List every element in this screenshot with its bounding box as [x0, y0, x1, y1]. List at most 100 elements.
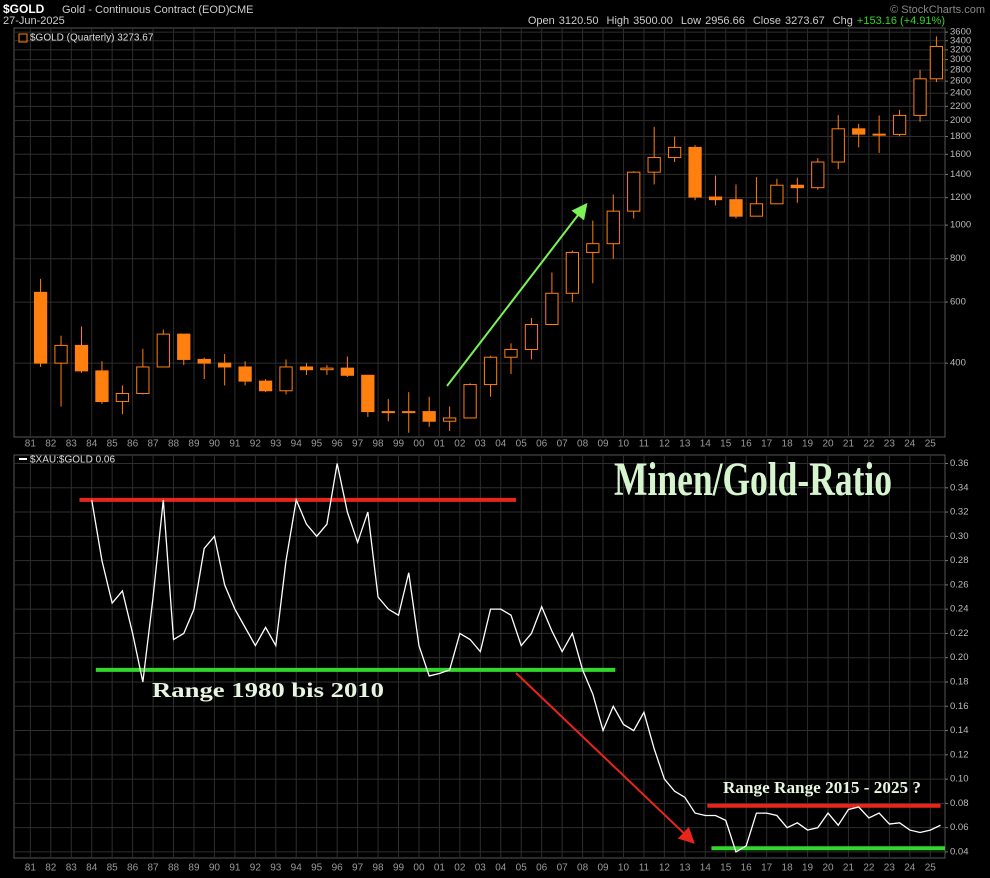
quote-value: +153.16 (+4.91%): [857, 15, 945, 27]
legend-swatch: [18, 33, 28, 43]
x-tick-label: 19: [802, 863, 814, 874]
candle-body: [606, 210, 620, 245]
quote-label: High: [607, 15, 630, 27]
candle-body: [463, 384, 477, 419]
legend-swatch: [19, 458, 27, 460]
y-tick-label: 1400: [950, 169, 971, 180]
x-tick-label: 18: [782, 439, 794, 450]
candle-body: [647, 157, 661, 173]
x-tick-label: 09: [597, 439, 609, 450]
x-tick-label: 92: [250, 439, 262, 450]
candle-body: [95, 370, 109, 403]
x-tick-label: 16: [741, 439, 753, 450]
candle-body: [545, 292, 559, 325]
x-tick-label: 96: [332, 863, 344, 874]
candle-body: [872, 133, 886, 136]
legend: $GOLD (Quarterly) 3273.67: [30, 33, 154, 44]
x-tick-label: 97: [352, 439, 364, 450]
x-tick-label: 02: [454, 863, 466, 874]
y-tick-label: 2200: [950, 101, 971, 112]
panel: 81 82 83 84 85 86 87 88 89 90 91 92 93 94 95 96 97 98 99 00…: [14, 27, 971, 450]
x-tick-label: 93: [270, 863, 282, 874]
x-tick-label: 03: [475, 863, 487, 874]
x-tick-label: 16: [741, 863, 753, 874]
x-tick-label: 00: [413, 439, 425, 450]
series-line: [91, 463, 941, 853]
x-tick-label: 02: [454, 439, 466, 450]
x-tick-label: 21: [843, 439, 855, 450]
candle-body: [929, 45, 944, 80]
x-tick-label: 95: [311, 863, 323, 874]
candle-body: [627, 171, 641, 212]
x-tick-label: 87: [148, 863, 160, 874]
legend: $XAU:$GOLD 0.06: [30, 455, 115, 466]
x-tick-label: 89: [188, 439, 200, 450]
ratio-title: Minen/Gold-Ratio: [614, 453, 892, 506]
y-tick-label: 800: [950, 253, 966, 264]
x-tick-label: 05: [516, 439, 528, 450]
x-tick-label: 89: [188, 863, 200, 874]
candle-body: [279, 366, 293, 392]
x-tick-label: 20: [822, 863, 834, 874]
x-tick-label: 17: [761, 439, 773, 450]
candle-body: [913, 78, 927, 116]
y-tick-label: 0.20: [950, 652, 969, 663]
candle-body: [688, 146, 702, 198]
candle-body: [74, 344, 89, 372]
y-tick-label: 1600: [950, 149, 971, 160]
panel: 81 82 83 84 85 86 87 88 89 90 91 92 93 94 95 96 97 98 99 00…: [14, 455, 969, 874]
x-tick-label: 06: [536, 863, 548, 874]
credit: © StockCharts.com: [890, 4, 985, 16]
y-tick-label: 1200: [950, 192, 971, 203]
x-tick-label: 03: [475, 439, 487, 450]
x-tick-label: 94: [291, 439, 303, 450]
x-tick-label: 90: [209, 439, 221, 450]
x-tick-label: 11: [639, 863, 650, 874]
candle-body: [320, 367, 334, 371]
y-tick-label: 600: [950, 297, 966, 308]
candle-body: [33, 291, 48, 364]
x-tick-label: 83: [66, 863, 78, 874]
x-tick-label: 14: [700, 863, 712, 874]
candle-body: [299, 366, 314, 371]
x-tick-label: 88: [168, 863, 180, 874]
y-tick-label: 1000: [950, 220, 971, 231]
candle-body: [852, 128, 866, 135]
x-tick-label: 17: [761, 863, 773, 874]
y-tick-label: 0.32: [950, 507, 969, 518]
x-tick-label: 99: [393, 863, 405, 874]
y-tick-label: 3200: [950, 44, 971, 55]
y-tick-label: 2000: [950, 115, 971, 126]
candle-body: [54, 344, 68, 364]
x-tick-label: 18: [782, 863, 794, 874]
x-tick-label: 10: [618, 863, 630, 874]
x-tick-label: 22: [863, 863, 875, 874]
y-tick-label: 0.08: [950, 798, 969, 809]
quote-value: 2956.66: [705, 15, 745, 27]
candle-body: [340, 367, 355, 376]
x-tick-label: 23: [884, 863, 896, 874]
trend-arrow: [515, 672, 695, 844]
x-tick-label: 13: [679, 439, 691, 450]
x-tick-label: 21: [843, 863, 855, 874]
y-tick-label: 0.06: [950, 822, 969, 833]
candle-body: [892, 114, 907, 135]
y-tick-label: 0.14: [950, 725, 969, 736]
x-tick-label: 86: [127, 863, 139, 874]
x-tick-label: 85: [107, 863, 119, 874]
y-tick-label: 0.34: [950, 482, 969, 493]
x-tick-label: 15: [720, 439, 732, 450]
x-tick-label: 22: [863, 439, 875, 450]
x-tick-label: 12: [659, 439, 671, 450]
x-tick-label: 23: [884, 439, 896, 450]
x-tick-label: 00: [413, 863, 425, 874]
plot-layers: 81 82 83 84 85 86 87 88 89 90 91 92 93 94 95 96 97 98 99 00…: [14, 27, 971, 874]
x-tick-label: 92: [250, 863, 262, 874]
x-tick-label: 15: [720, 863, 732, 874]
candle-body: [422, 411, 436, 422]
x-tick-label: 11: [639, 439, 650, 450]
quote: Open 3120.50 High 3500.00 Low 2956.66 Close 327…: [528, 15, 945, 27]
candle-body: [524, 323, 539, 350]
